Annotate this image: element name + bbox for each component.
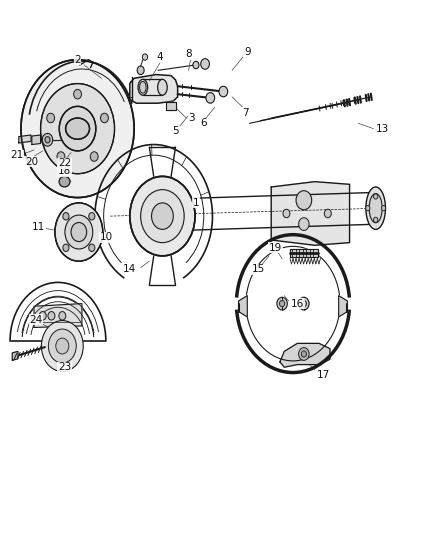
Text: 18: 18 bbox=[58, 166, 71, 176]
Circle shape bbox=[141, 190, 184, 243]
Polygon shape bbox=[290, 249, 318, 257]
Ellipse shape bbox=[140, 82, 146, 93]
Circle shape bbox=[90, 152, 98, 161]
Circle shape bbox=[381, 206, 386, 211]
Text: 22: 22 bbox=[58, 158, 71, 168]
Text: 8: 8 bbox=[185, 50, 192, 59]
Circle shape bbox=[89, 213, 95, 220]
Polygon shape bbox=[19, 135, 31, 143]
Text: 14: 14 bbox=[123, 264, 136, 274]
Circle shape bbox=[152, 203, 173, 229]
Circle shape bbox=[45, 136, 50, 143]
Circle shape bbox=[55, 203, 103, 261]
Circle shape bbox=[137, 66, 144, 75]
Circle shape bbox=[299, 297, 309, 310]
Circle shape bbox=[63, 244, 69, 252]
Circle shape bbox=[56, 338, 69, 354]
Text: 23: 23 bbox=[58, 362, 71, 372]
Polygon shape bbox=[339, 296, 347, 317]
Text: 2: 2 bbox=[74, 55, 81, 64]
Text: 21: 21 bbox=[10, 150, 23, 160]
Text: 13: 13 bbox=[375, 124, 389, 134]
Circle shape bbox=[39, 312, 46, 320]
Text: 1: 1 bbox=[193, 198, 200, 208]
Polygon shape bbox=[280, 343, 330, 367]
Polygon shape bbox=[34, 304, 82, 327]
Circle shape bbox=[59, 312, 66, 320]
Circle shape bbox=[59, 107, 96, 151]
Ellipse shape bbox=[66, 118, 89, 139]
Circle shape bbox=[201, 59, 209, 69]
Ellipse shape bbox=[138, 79, 148, 95]
Circle shape bbox=[47, 113, 55, 123]
Circle shape bbox=[301, 301, 307, 307]
Circle shape bbox=[301, 351, 307, 357]
Circle shape bbox=[71, 222, 87, 241]
Circle shape bbox=[89, 244, 95, 252]
Circle shape bbox=[279, 301, 285, 307]
Circle shape bbox=[374, 194, 378, 199]
Polygon shape bbox=[239, 296, 247, 317]
Circle shape bbox=[101, 113, 108, 123]
Circle shape bbox=[299, 217, 309, 230]
Circle shape bbox=[219, 86, 228, 97]
Circle shape bbox=[374, 217, 378, 222]
Circle shape bbox=[142, 54, 148, 60]
Circle shape bbox=[193, 61, 199, 69]
Ellipse shape bbox=[59, 176, 70, 187]
Polygon shape bbox=[271, 182, 350, 245]
Circle shape bbox=[283, 209, 290, 217]
Text: 16: 16 bbox=[291, 298, 304, 309]
Ellipse shape bbox=[158, 79, 167, 95]
Circle shape bbox=[324, 209, 331, 217]
Text: 20: 20 bbox=[25, 157, 39, 166]
Circle shape bbox=[63, 213, 69, 220]
Circle shape bbox=[299, 348, 309, 360]
Polygon shape bbox=[12, 351, 18, 360]
Circle shape bbox=[21, 60, 134, 198]
Circle shape bbox=[41, 84, 115, 174]
Text: 15: 15 bbox=[251, 264, 265, 274]
Polygon shape bbox=[32, 135, 41, 144]
Text: 19: 19 bbox=[269, 243, 282, 253]
Text: 10: 10 bbox=[99, 232, 113, 243]
Circle shape bbox=[366, 206, 370, 211]
Text: 9: 9 bbox=[244, 47, 251, 56]
Text: 24: 24 bbox=[30, 314, 43, 325]
Polygon shape bbox=[166, 102, 177, 110]
Ellipse shape bbox=[366, 187, 385, 229]
Text: 17: 17 bbox=[317, 370, 330, 380]
Circle shape bbox=[296, 191, 312, 210]
Circle shape bbox=[206, 93, 215, 103]
Circle shape bbox=[42, 320, 83, 372]
Ellipse shape bbox=[369, 193, 382, 223]
Text: 11: 11 bbox=[32, 222, 45, 232]
Text: 4: 4 bbox=[157, 52, 163, 62]
Circle shape bbox=[65, 215, 93, 249]
Polygon shape bbox=[130, 75, 178, 103]
Circle shape bbox=[57, 152, 65, 161]
Text: 5: 5 bbox=[172, 126, 179, 136]
Circle shape bbox=[130, 176, 195, 256]
Circle shape bbox=[74, 90, 81, 99]
Circle shape bbox=[277, 297, 287, 310]
Text: 3: 3 bbox=[188, 113, 195, 123]
Circle shape bbox=[48, 329, 76, 363]
Text: 7: 7 bbox=[242, 108, 248, 118]
Circle shape bbox=[42, 133, 53, 146]
Circle shape bbox=[48, 312, 55, 320]
Text: 6: 6 bbox=[201, 118, 207, 128]
